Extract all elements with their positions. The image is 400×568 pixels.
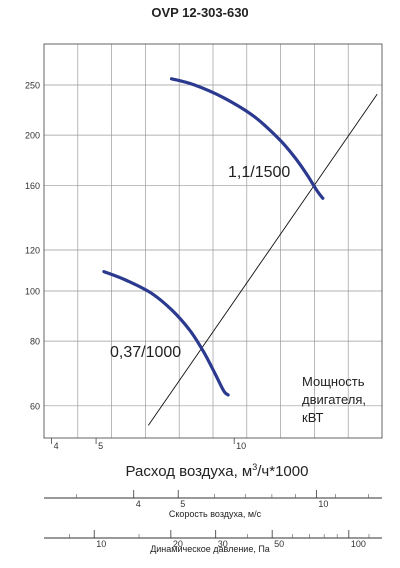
power-line-label: Мощность двигателя, кВТ <box>302 374 366 425</box>
secondary-tick-label: 50 <box>274 539 284 549</box>
y-tick-label: 200 <box>25 131 40 141</box>
y-tick-label: 80 <box>30 337 40 347</box>
series-curve <box>169 77 325 200</box>
power-line-label-line: кВТ <box>302 410 323 425</box>
x-tick-label: 10 <box>236 441 246 451</box>
x-tick-label: 4 <box>54 441 59 451</box>
axes <box>43 43 383 439</box>
secondary-axis-label: Динамическое давление, Па <box>150 544 270 554</box>
chart-title: OVP 12-303-630 <box>151 5 248 20</box>
secondary-tick-label: 10 <box>318 499 328 509</box>
series-group: 1,1/1500 0,37/1000 <box>102 77 325 397</box>
secondary-axes: 4 5 10 Скорость воздуха, м/с 10 20 30 50 100 Дина… <box>44 490 382 554</box>
x-tick-labels: 4 5 10 <box>51 438 246 451</box>
power-line-label-line: двигателя, <box>302 392 366 407</box>
series-curve <box>102 270 230 397</box>
power-line-group: Мощность двигателя, кВТ <box>147 93 378 426</box>
plot-frame <box>43 43 383 439</box>
power-line-label-line: Мощность <box>302 374 365 389</box>
secondary-tick-label: 4 <box>136 499 141 509</box>
y-tick-labels: 60 80 100 120 160 200 250 <box>25 80 40 411</box>
power-line <box>147 93 378 426</box>
y-tick-label: 250 <box>25 80 40 90</box>
secondary-axis-label: Скорость воздуха, м/с <box>169 509 262 519</box>
y-tick-label: 100 <box>25 286 40 296</box>
secondary-tick-label: 30 <box>218 539 228 549</box>
x-axis-label-tail: /ч*1000 <box>257 463 308 480</box>
series-label: 1,1/1500 <box>228 164 290 181</box>
y-tick-label: 160 <box>25 181 40 191</box>
secondary-tick-label: 100 <box>351 539 366 549</box>
series-label: 0,37/1000 <box>110 344 181 361</box>
x-axis-label: Расход воздуха, м3/ч*1000 <box>126 462 309 480</box>
secondary-tick-label: 20 <box>173 539 183 549</box>
y-tick-label: 60 <box>30 401 40 411</box>
y-tick-label: 120 <box>25 245 40 255</box>
x-tick-label: 5 <box>98 441 103 451</box>
x-axis-label-sup: 3 <box>252 462 257 472</box>
secondary-tick-label: 10 <box>96 539 106 549</box>
secondary-tick-label: 5 <box>180 499 185 509</box>
x-axis-label-main: Расход воздуха, м <box>126 463 253 480</box>
